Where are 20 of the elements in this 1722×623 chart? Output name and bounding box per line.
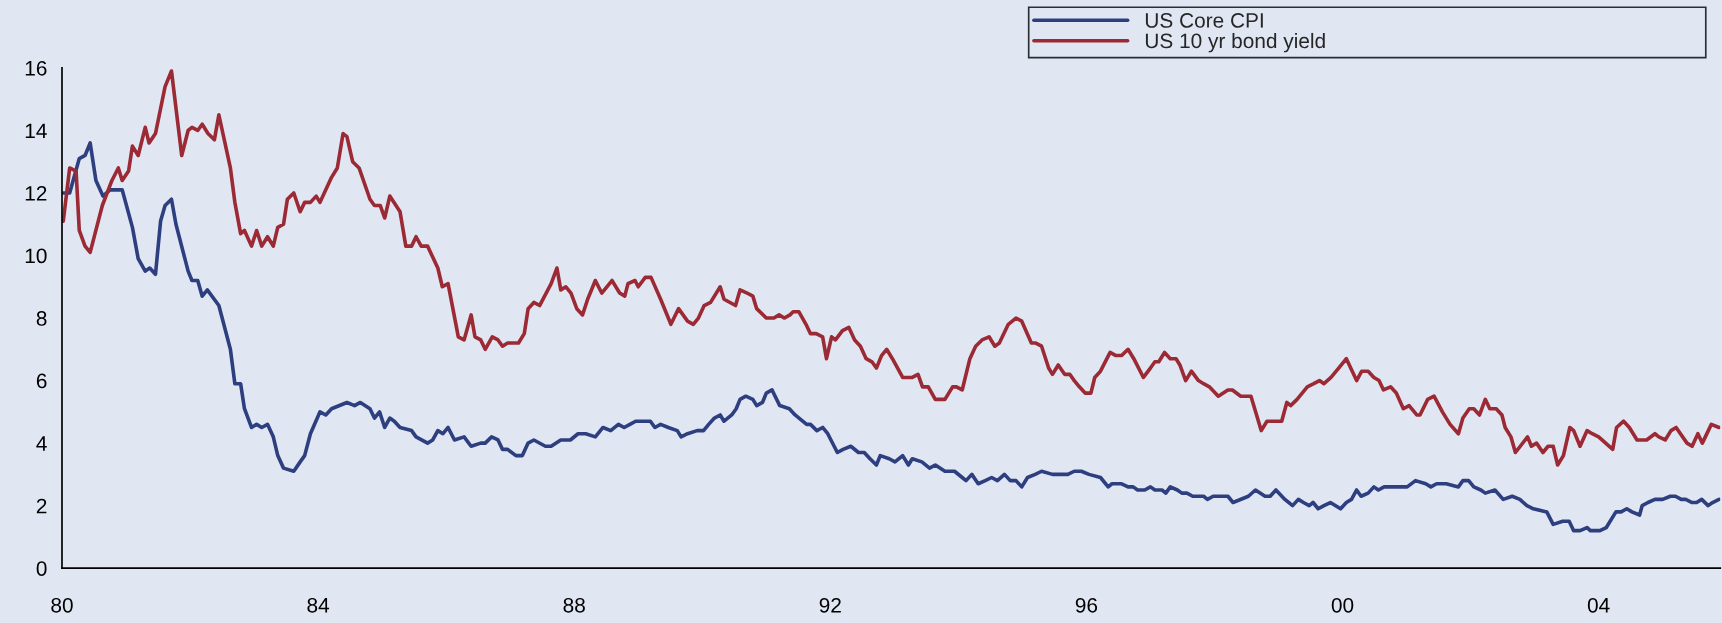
y-tick-label: 0: [36, 561, 47, 576]
x-tick-label: 96: [1075, 597, 1098, 613]
y-tick-label: 6: [36, 373, 47, 389]
x-tick-label: 80: [51, 597, 73, 613]
x-tick-label: 92: [819, 597, 841, 613]
y-tick-label: 10: [25, 248, 47, 264]
legend-label: US Core CPI: [1145, 13, 1263, 28]
x-tick-label: 00: [1331, 597, 1354, 613]
y-tick-label: 4: [36, 436, 47, 451]
y-tick-label: 8: [36, 311, 47, 326]
x-tick-label: 88: [563, 597, 585, 613]
y-tick-label: 16: [25, 60, 47, 76]
x-tick-label: 04: [1587, 597, 1610, 613]
y-tick-label: 12: [25, 185, 47, 201]
x-tick-label: 84: [307, 597, 330, 613]
legend-label: US 10 yr bond yield: [1145, 32, 1325, 53]
y-tick-label: 14: [25, 123, 47, 138]
line-series: [61, 141, 1721, 533]
line-series: [61, 69, 1721, 467]
y-tick-label: 2: [36, 498, 47, 514]
